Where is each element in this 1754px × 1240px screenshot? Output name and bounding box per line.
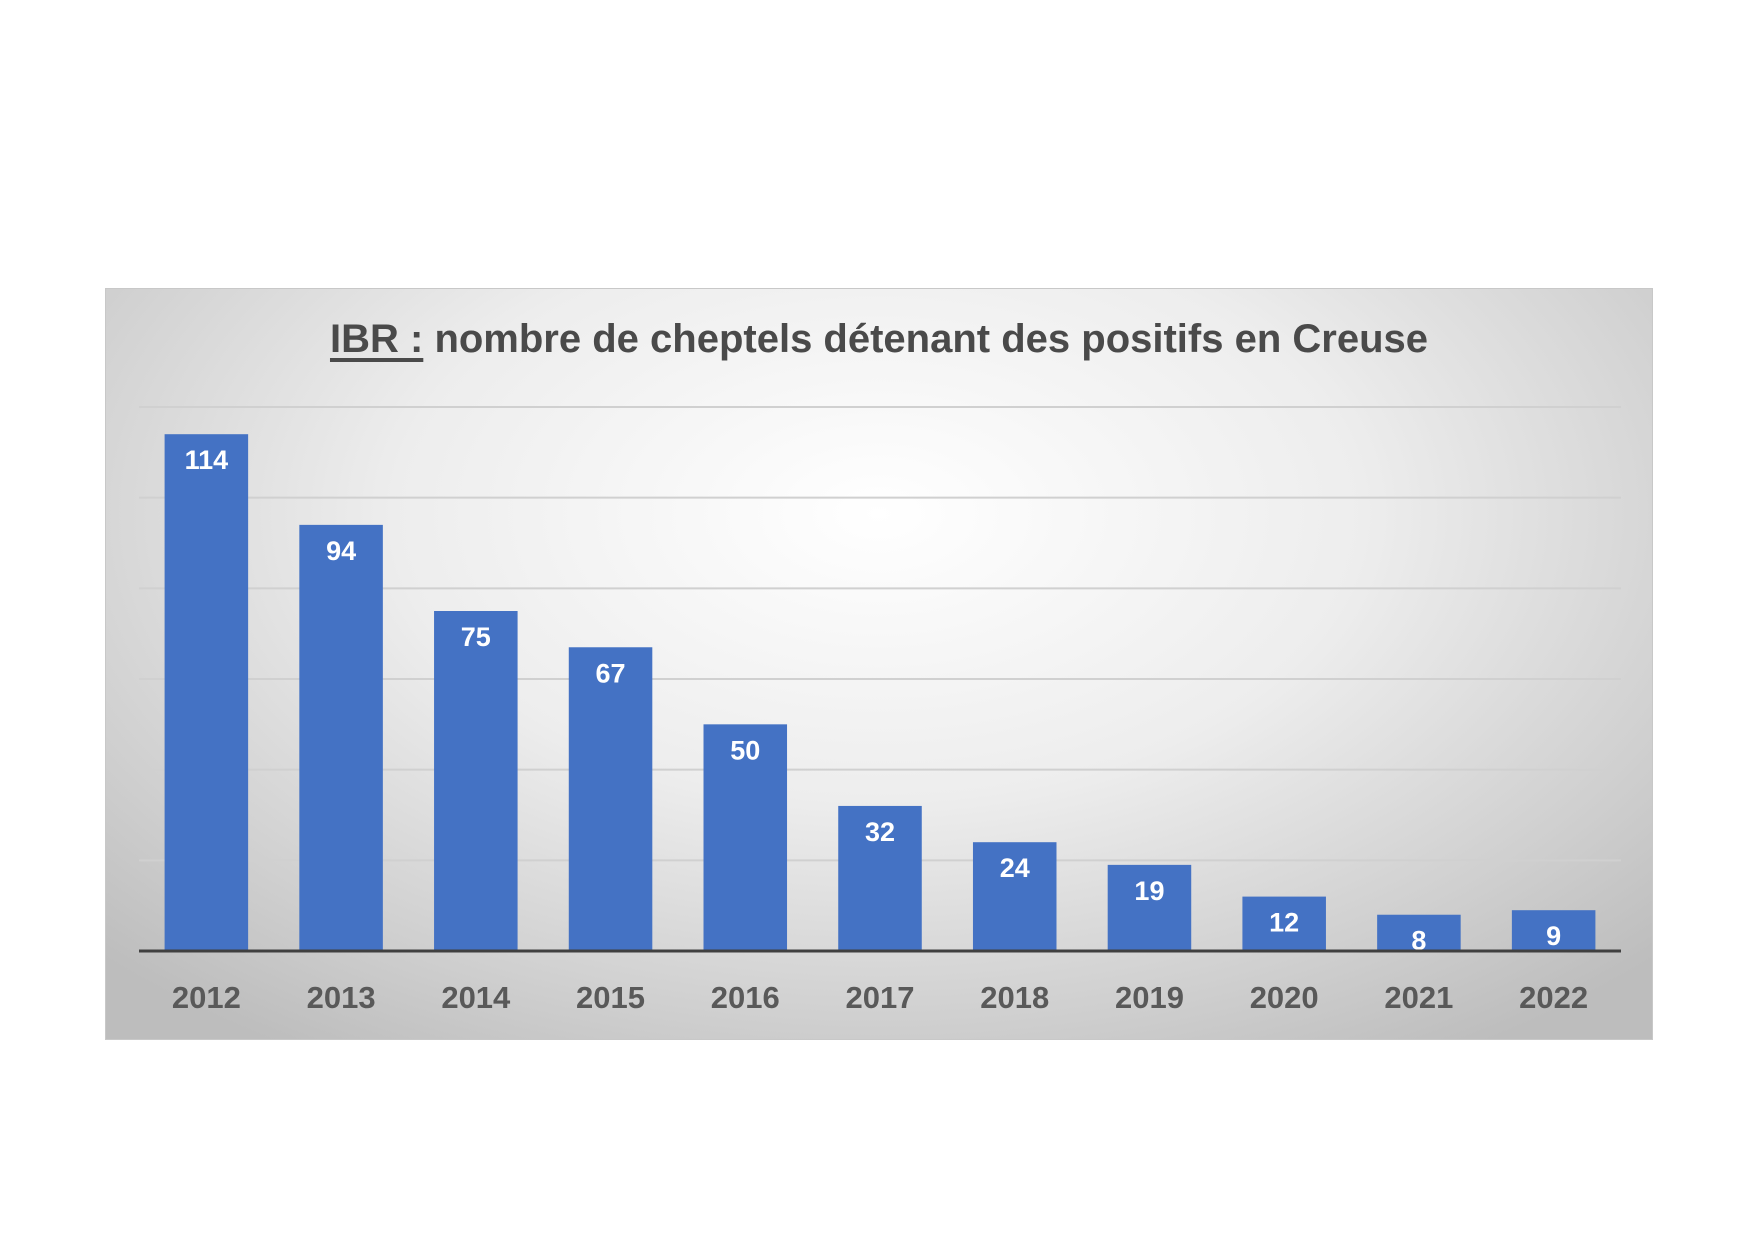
chart-title-prefix: IBR : <box>329 317 424 361</box>
data-label: 50 <box>730 735 760 765</box>
bar-2012 <box>164 434 249 951</box>
data-label: 94 <box>326 536 356 566</box>
x-tick-label: 2013 <box>307 980 376 1015</box>
chart-title: IBR : nombre de cheptels détenant des po… <box>106 317 1652 362</box>
data-label: 24 <box>1000 853 1030 883</box>
x-tick-label: 2017 <box>846 980 915 1015</box>
bar-2014 <box>434 611 518 951</box>
chart-panel: IBR : nombre de cheptels détenant des po… <box>105 288 1653 1040</box>
bar-2013 <box>299 524 383 951</box>
bar-chart: 114 2012 94 2013 75 2014 67 2015 50 2016 32 2017 24 2… <box>139 406 1621 1015</box>
x-tick-label: 2019 <box>1115 980 1184 1015</box>
data-label: 8 <box>1411 926 1426 956</box>
bar-2022 <box>1511 910 1596 951</box>
x-tick-label: 2022 <box>1519 980 1588 1015</box>
data-label: 67 <box>596 658 626 688</box>
data-label: 75 <box>461 622 491 652</box>
bar-2016 <box>703 724 788 951</box>
chart-title-text: nombre de cheptels détenant des positifs… <box>434 317 1429 361</box>
x-tick-label: 2016 <box>711 980 780 1015</box>
x-tick-label: 2015 <box>576 980 645 1015</box>
bar-2018 <box>972 842 1057 951</box>
bar-2021 <box>1377 914 1461 951</box>
data-label: 32 <box>865 817 895 847</box>
bar-2020 <box>1242 896 1326 951</box>
bar-2015 <box>568 647 653 951</box>
data-label: 9 <box>1546 921 1561 951</box>
x-tick-label: 2021 <box>1384 980 1453 1015</box>
data-label: 114 <box>185 445 229 475</box>
bar-2017 <box>838 805 922 951</box>
x-tick-label: 2018 <box>980 980 1049 1015</box>
x-tick-label: 2012 <box>172 980 241 1015</box>
data-label: 19 <box>1134 876 1164 906</box>
bar-2019 <box>1107 864 1192 951</box>
data-label: 12 <box>1269 908 1299 938</box>
x-tick-label: 2020 <box>1250 980 1319 1015</box>
x-tick-label: 2014 <box>441 980 511 1015</box>
